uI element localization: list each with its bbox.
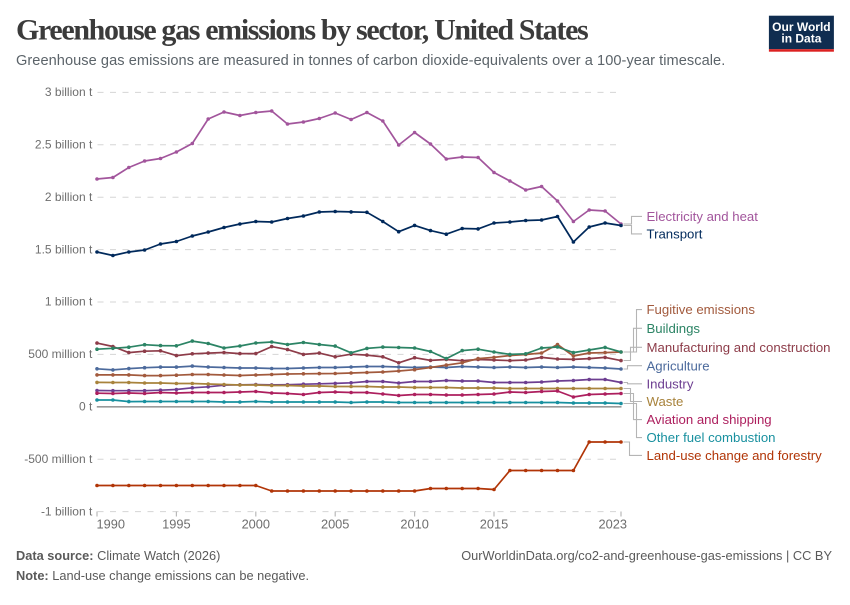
svg-text:2010: 2010: [400, 517, 428, 532]
svg-text:Fugitive emissions: Fugitive emissions: [647, 302, 756, 317]
svg-text:Aviation and shipping: Aviation and shipping: [647, 412, 772, 427]
svg-text:Other fuel combustion: Other fuel combustion: [647, 430, 776, 445]
svg-text:2023: 2023: [599, 517, 627, 532]
svg-text:2.5 billion t: 2.5 billion t: [35, 138, 93, 152]
svg-text:OurWorldinData.org/co2-and-gre: OurWorldinData.org/co2-and-greenhouse-ga…: [461, 548, 832, 563]
svg-text:Transport: Transport: [647, 227, 703, 242]
svg-text:2 billion t: 2 billion t: [45, 190, 93, 204]
svg-text:Industry: Industry: [647, 376, 694, 391]
svg-text:1990: 1990: [97, 517, 125, 532]
svg-text:Note: Land-use change emission: Note: Land-use change emissions can be n…: [16, 568, 309, 583]
svg-text:in Data: in Data: [781, 32, 821, 46]
svg-text:Manufacturing and construction: Manufacturing and construction: [647, 340, 831, 355]
svg-text:-1 billion t: -1 billion t: [41, 504, 93, 518]
svg-text:2015: 2015: [480, 517, 508, 532]
svg-text:-500 million t: -500 million t: [24, 452, 93, 466]
svg-text:3 billion t: 3 billion t: [45, 85, 93, 99]
svg-text:Buildings: Buildings: [647, 321, 701, 336]
svg-text:2000: 2000: [242, 517, 270, 532]
svg-text:Data source: Climate Watch (20: Data source: Climate Watch (2026): [16, 548, 220, 563]
svg-text:Agriculture: Agriculture: [647, 358, 710, 373]
svg-text:2005: 2005: [321, 517, 349, 532]
svg-text:0 t: 0 t: [79, 400, 93, 414]
svg-text:Greenhouse gas emissions by se: Greenhouse gas emissions by sector, Unit…: [16, 14, 588, 47]
svg-text:1 billion t: 1 billion t: [45, 295, 93, 309]
svg-text:Greenhouse gas emissions are m: Greenhouse gas emissions are measured in…: [16, 53, 725, 69]
svg-text:1.5 billion t: 1.5 billion t: [35, 242, 93, 256]
svg-text:Electricity and heat: Electricity and heat: [647, 209, 759, 224]
svg-text:Our World: Our World: [772, 20, 830, 34]
svg-text:500 million t: 500 million t: [28, 347, 93, 361]
svg-text:Land-use change and forestry: Land-use change and forestry: [647, 448, 823, 463]
svg-text:Waste: Waste: [647, 394, 684, 409]
svg-text:1995: 1995: [162, 517, 190, 532]
